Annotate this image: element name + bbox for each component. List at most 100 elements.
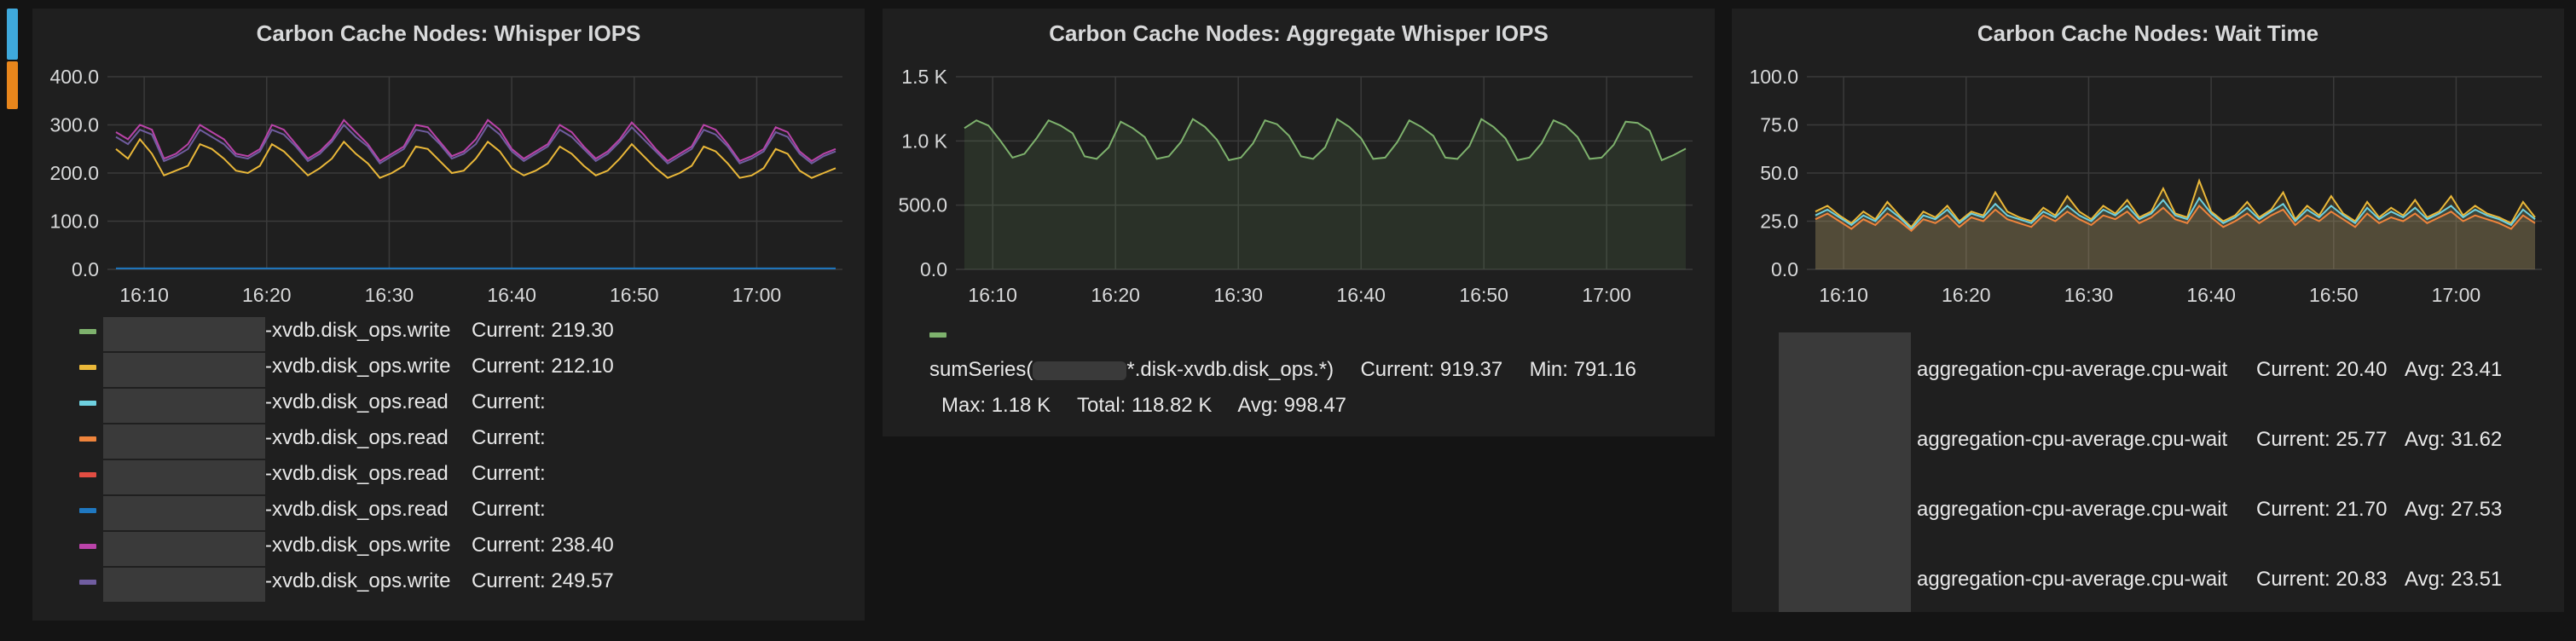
legend-avg-value: Avg: 23.41 [2405,358,2503,381]
series-prefix: sumSeries( [929,358,1033,381]
series-area [964,118,1686,269]
legend-series-name[interactable]: -xvdb.disk_ops.write [265,319,451,342]
y-tick-label: 1.5 K [901,66,947,88]
y-tick-label: 1.0 K [901,130,947,152]
legend-series-name[interactable]: -xvdb.disk_ops.write [265,569,451,592]
legend-series-name[interactable]: -xvdb.disk_ops.read [265,426,449,449]
legend-swatch[interactable] [79,401,96,406]
aggregate-iops-graph: 1.5 K 1.0 K 500.0 0.0 16:10 16:20 16:30 16:40 16… [898,66,1693,306]
y-tick-label: 50.0 [1760,162,1798,184]
x-tick-label: 16:10 [1819,284,1868,306]
legend-current-value: Current: [472,390,546,413]
legend-swatch[interactable] [79,365,96,370]
redacted-hostname [103,317,265,351]
x-tick-label: 16:30 [1213,284,1263,306]
legend-series-name[interactable]: aggregation-cpu-average.cpu-wait [1917,568,2228,591]
legend-series-row[interactable]: sumSeries( *.disk-xvdb.disk_ops.*) Curren… [929,355,1636,385]
y-tick-label: 200.0 [49,162,99,184]
y-tick-label: 0.0 [920,258,947,280]
x-tick-label: 16:10 [119,284,169,306]
series-line [1815,178,2536,228]
whisper-iops-graph: 400.0 300.0 200.0 100.0 0.0 16:10 16:20 16:30 16… [49,66,842,306]
legend-current-value: Current: 249.57 [472,569,614,592]
y-tick-label: 500.0 [898,194,947,217]
legend-series-name[interactable]: -xvdb.disk_ops.write [265,355,451,378]
y-tick-label: 75.0 [1760,114,1798,136]
stat-max-label: Max: [941,394,987,417]
row-marker-orange [7,61,18,109]
legend-current-value: Current: 20.83 [2256,568,2388,591]
x-tick-label: 16:50 [610,284,659,306]
series-suffix: *.disk-xvdb.disk_ops.*) [1126,358,1334,381]
legend-series-name[interactable]: -xvdb.disk_ops.read [265,498,449,521]
redacted-hostname [1779,542,1911,612]
legend-avg-value: Avg: 27.53 [2405,498,2503,521]
panel-wait-time: Carbon Cache Nodes: Wait Time 100.0 75.0 5… [1732,9,2564,612]
legend-swatch[interactable] [79,544,96,549]
legend-swatch[interactable] [79,436,96,442]
x-tick-label: 16:40 [487,284,536,306]
whisper-iops-legend: -xvdb.disk_ops.write Current: 219.30 -xvdb… [79,315,847,605]
x-tick-label: 16:50 [2309,284,2359,306]
legend-current-value: Current: 212.10 [472,355,614,378]
legend-series-name[interactable]: aggregation-cpu-average.cpu-wait [1917,428,2228,451]
redacted-hostname [1779,472,1911,542]
redacted-hostname [1779,332,1911,402]
redacted-hostname [103,568,265,602]
stat-current-value: 919.37 [1439,358,1503,381]
legend-swatch[interactable] [79,580,96,585]
series-line [1815,196,2536,230]
series-line [115,123,836,165]
legend-series-name[interactable]: -xvdb.disk_ops.write [265,534,451,557]
legend-current-value: Current: 238.40 [472,534,614,557]
legend-series-name[interactable]: -xvdb.disk_ops.read [265,462,449,485]
panel-aggregate-whisper-iops: Carbon Cache Nodes: Aggregate Whisper IO… [883,9,1715,436]
x-tick-label: 16:30 [365,284,414,306]
panel-title[interactable]: Carbon Cache Nodes: Wait Time [1977,20,2319,46]
redacted-hostname [103,389,265,423]
x-tick-label: 17:00 [1582,284,1631,306]
y-tick-label: 400.0 [49,66,99,88]
legend-current-value: Current: 20.40 [2256,358,2388,381]
series-line [115,137,836,179]
x-tick-label: 16:30 [2064,284,2114,306]
x-tick-label: 16:20 [242,284,292,306]
x-tick-label: 17:00 [732,284,782,306]
stat-total-value: 118.82 K [1132,394,1213,417]
stat-total-label: Total: [1076,394,1126,417]
redacted-hostname [1779,402,1911,472]
stat-current-label: Current: [1360,358,1435,381]
legend-series-name[interactable]: -xvdb.disk_ops.read [265,390,449,413]
redacted-hostname [103,460,265,494]
legend-current-value: Current: 21.70 [2256,498,2388,521]
stat-avg-label: Avg: [1237,394,1278,417]
legend-swatch[interactable] [79,472,96,477]
wait-time-graph: 100.0 75.0 50.0 25.0 0.0 16:10 16:20 16:30 16:40… [1749,66,2542,306]
legend-current-value: Current: 25.77 [2256,428,2388,451]
stat-avg-value: 998.47 [1283,394,1347,417]
stat-min-value: 791.16 [1573,358,1637,381]
legend-current-value: Current: [472,462,546,485]
legend-series-name[interactable]: aggregation-cpu-average.cpu-wait [1917,358,2228,381]
x-tick-label: 16:20 [1942,284,1991,306]
redacted-hostname [1033,361,1127,380]
legend-swatch[interactable] [79,329,96,334]
legend-swatch[interactable] [929,332,946,338]
stat-max-value: 1.18 K [991,394,1051,417]
legend-swatch[interactable] [79,508,96,513]
series-line [1815,204,2536,233]
y-tick-label: 100.0 [1749,66,1798,88]
panel-whisper-iops: Carbon Cache Nodes: Whisper IOPS 400.0 30… [32,9,865,621]
wait-time-legend: aggregation-cpu-average.cpu-wait Current:… [1779,319,2546,612]
series-line [115,118,836,163]
legend-current-value: Current: [472,498,546,521]
panel-title[interactable]: Carbon Cache Nodes: Aggregate Whisper IO… [1049,20,1548,46]
legend-series-name[interactable]: aggregation-cpu-average.cpu-wait [1917,498,2228,521]
legend-current-value: Current: 219.30 [472,319,614,342]
y-tick-label: 100.0 [49,211,99,233]
redacted-hostname [103,353,265,387]
panel-title[interactable]: Carbon Cache Nodes: Whisper IOPS [256,20,641,46]
y-tick-label: 25.0 [1760,211,1798,233]
legend-stats-row: Max: 1.18 K Total: 118.82 K Avg: 998.47 [941,390,1346,421]
x-tick-label: 16:50 [1459,284,1508,306]
